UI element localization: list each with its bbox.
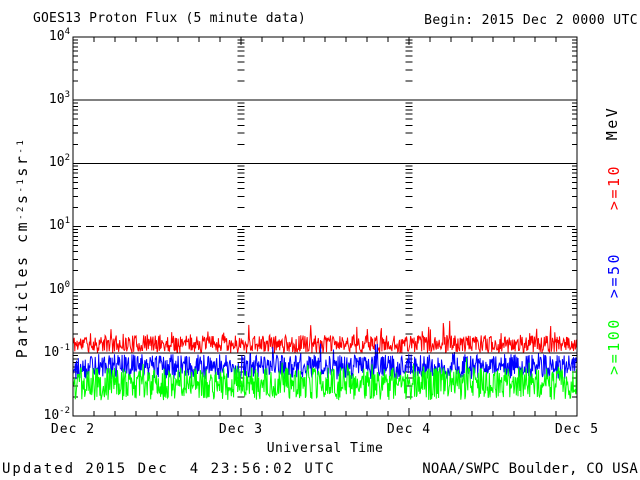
y-tick-1e3: 103 xyxy=(48,89,70,107)
legend-label-gte100: >=100 xyxy=(604,317,623,375)
legend-label-gte10: >=10 xyxy=(604,163,623,211)
x-tick-dec2: Dec 2 xyxy=(50,422,96,437)
x-tick-dec3: Dec 3 xyxy=(218,422,264,437)
series-lines xyxy=(72,320,578,401)
y-tick-1e1: 101 xyxy=(48,215,70,233)
series-line-gte10 xyxy=(72,320,578,354)
series-line-gte100 xyxy=(72,358,578,401)
x-tick-dec5: Dec 5 xyxy=(554,422,600,437)
x-tick-dec4: Dec 4 xyxy=(386,422,432,437)
day-gridline-columns xyxy=(237,39,413,398)
y-axis-title: Particles cm -2 s -1 sr -1 xyxy=(12,137,31,359)
decade-gridlines xyxy=(73,99,577,354)
begin-time-label: Begin: 2015 Dec 2 0000 UTC xyxy=(424,13,638,28)
updated-timestamp: Updated 2015 Dec 4 23:56:02 UTC xyxy=(2,461,336,477)
series-line-gte50 xyxy=(72,343,578,380)
y-tick-1e4: 104 xyxy=(48,26,70,44)
plot-frame xyxy=(72,36,578,417)
y-tick-1e0: 100 xyxy=(48,279,70,297)
source-attribution: NOAA/SWPC Boulder, CO USA xyxy=(422,461,638,477)
y-tick-1e-2: 10-2 xyxy=(43,405,71,423)
chart-title: GOES13 Proton Flux (5 minute data) xyxy=(33,11,306,26)
x-axis-ticks xyxy=(93,37,557,416)
y-tick-1e2: 102 xyxy=(48,152,70,170)
x-axis-title: Universal Time xyxy=(266,441,384,456)
y-tick-1e-1: 10-1 xyxy=(43,342,71,360)
